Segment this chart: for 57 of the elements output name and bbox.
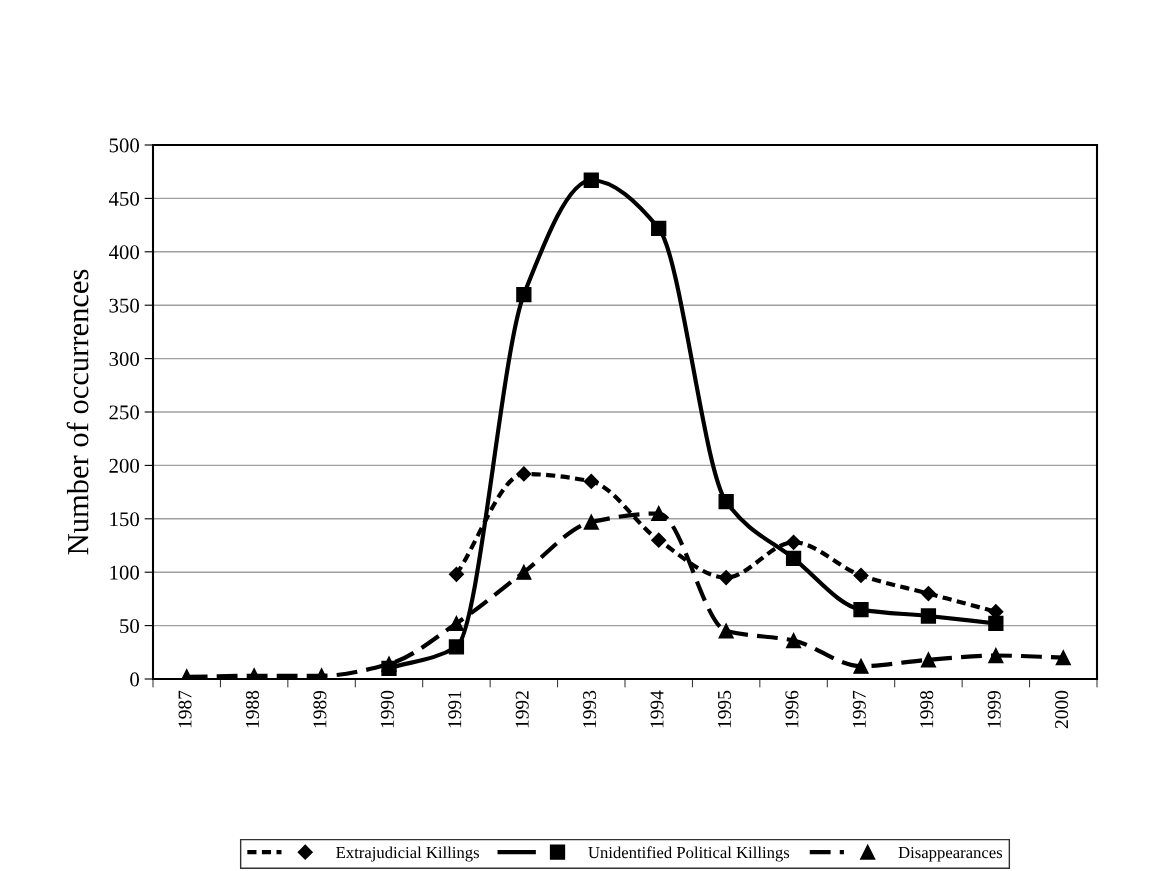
point xyxy=(853,658,869,674)
y-tick-label: 0 xyxy=(130,672,140,687)
point xyxy=(651,505,667,522)
point xyxy=(785,550,802,566)
point xyxy=(853,567,869,583)
point xyxy=(448,639,465,655)
x-tick-label: 1992 xyxy=(515,691,529,728)
x-tick-label: 1994 xyxy=(650,690,664,728)
point xyxy=(516,286,532,303)
point xyxy=(583,473,599,489)
y-tick-label: 450 xyxy=(108,191,140,206)
y-tick-label: 200 xyxy=(109,458,140,473)
point xyxy=(651,220,667,236)
y-tick-label: 100 xyxy=(110,565,140,580)
x-tick-label: 1990 xyxy=(380,690,394,728)
y-tick-label: 250 xyxy=(109,405,140,420)
point xyxy=(988,615,1004,632)
y-tick-label: 350 xyxy=(109,298,140,313)
point xyxy=(651,532,667,548)
point xyxy=(920,608,937,624)
y-tick-label: 400 xyxy=(108,245,140,260)
point xyxy=(1055,650,1071,666)
x-tick-label: 1993 xyxy=(583,690,597,728)
x-tick-label: 1989 xyxy=(313,690,327,728)
y-tick-label: 150 xyxy=(110,512,140,527)
y-tick-label: 500 xyxy=(109,138,140,153)
legend-label: Extrajudicial Killings xyxy=(336,846,479,862)
y-tick-label: 300 xyxy=(109,351,140,367)
point xyxy=(516,466,532,482)
point xyxy=(718,623,734,639)
point xyxy=(583,514,599,530)
x-tick-label: 2000 xyxy=(1055,690,1069,729)
y-tick-label: 50 xyxy=(120,618,140,634)
x-tick-label: 1999 xyxy=(987,690,1001,728)
x-tick-label: 1998 xyxy=(920,690,934,728)
point xyxy=(381,656,397,672)
legend-label: Unidentified Political Killings xyxy=(588,846,790,862)
x-tick-label: 1997 xyxy=(852,690,866,728)
y-axis-title: Number of occurrences xyxy=(66,269,89,555)
point xyxy=(786,534,802,550)
point xyxy=(516,564,532,580)
point xyxy=(718,569,734,586)
point xyxy=(718,494,734,510)
point xyxy=(583,172,599,188)
x-tick-label: 1987 xyxy=(178,690,192,728)
point xyxy=(448,566,464,582)
x-tick-label: 1995 xyxy=(717,690,732,728)
point xyxy=(785,632,802,649)
x-tick-label: 1988 xyxy=(245,690,260,728)
legend-label: Disappearances xyxy=(898,846,1003,862)
point xyxy=(920,652,937,668)
point xyxy=(448,615,465,632)
x-tick-label: 1996 xyxy=(785,690,799,728)
point xyxy=(920,585,936,602)
point xyxy=(853,601,869,618)
point xyxy=(988,647,1004,664)
x-tick-label: 1991 xyxy=(448,691,462,728)
